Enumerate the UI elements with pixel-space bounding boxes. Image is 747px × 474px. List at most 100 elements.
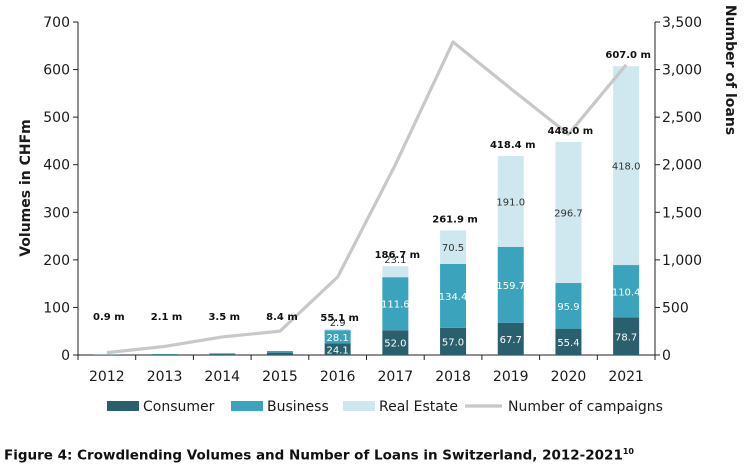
- bar-segment-consumer: [209, 354, 236, 355]
- legend-swatch: [107, 401, 139, 411]
- bar-segment-consumer: [497, 322, 524, 355]
- bar-segment-real-estate: [613, 66, 640, 266]
- bar-segment-consumer: [555, 328, 582, 355]
- bar-segment-real-estate: [324, 328, 351, 331]
- segment-value-label: 134.4: [439, 292, 468, 303]
- campaigns-line: [106, 40, 628, 355]
- legend-label: Number of campaigns: [508, 399, 663, 415]
- bar-segment-real-estate: [555, 141, 582, 284]
- bar-segment-consumer: [324, 343, 351, 355]
- legend-swatch: [343, 401, 375, 411]
- total-value-label: 448.0 m: [548, 126, 594, 137]
- segment-value-label: 70.5: [442, 243, 464, 254]
- total-value-label: 261.9 m: [432, 214, 478, 225]
- y-tick-label: 700: [43, 15, 70, 31]
- x-tick-label: 2018: [435, 369, 471, 385]
- y2-tick-label: 1,500: [662, 205, 702, 221]
- bar-segment-business: [324, 330, 351, 344]
- y2-tick-label: 3,000: [662, 63, 702, 79]
- segment-value-label: 78.7: [615, 332, 637, 343]
- total-value-label: 3.5 m: [208, 312, 240, 323]
- x-tick-label: 2021: [608, 369, 644, 385]
- x-tick-label: 2016: [320, 369, 356, 385]
- segment-value-label: 111.6: [381, 300, 410, 311]
- caption-footnote: 10: [622, 447, 634, 456]
- stacked-bars: [93, 66, 640, 355]
- bar-segment-business: [497, 246, 524, 323]
- segment-value-label: 110.4: [612, 287, 641, 298]
- bar-segment-business: [266, 351, 293, 353]
- segment-value-label: 418.0: [612, 162, 641, 173]
- bar-segment-real-estate: [382, 266, 409, 278]
- segment-value-label: 67.7: [500, 335, 522, 346]
- y2-tick-label: 0: [662, 348, 671, 364]
- y-tick-label: 600: [43, 63, 70, 79]
- total-value-label: 418.4 m: [490, 140, 536, 151]
- y-axis-title: Volumes in CHFm: [18, 119, 34, 257]
- y-tick-label: 0: [61, 348, 70, 364]
- total-labels: 0.9 m 2.1 m 3.5 m 8.4 m 55.1 m 186.7 m 261.9 m…: [93, 50, 651, 324]
- segment-value-label: 24.1: [327, 345, 349, 356]
- segment-value-label: 28.1: [327, 333, 349, 344]
- x-tick-label: 2017: [378, 369, 414, 385]
- y-tick-label: 100: [43, 300, 70, 316]
- x-tick-label: 2015: [262, 369, 298, 385]
- bar-segment-business: [555, 283, 582, 329]
- y2-axis-ticks: 0 500 1,000 1,500 2,000 2,500 3,000 3,500: [655, 15, 702, 364]
- bar-segment-consumer: [440, 327, 467, 355]
- x-tick-label: 2014: [204, 369, 240, 385]
- segment-value-label: 159.7: [496, 281, 525, 292]
- segment-value-label: 296.7: [554, 208, 583, 219]
- total-value-label: 55.1 m: [320, 313, 359, 324]
- bar-segment-business: [440, 263, 467, 328]
- y-axis-ticks: 0 100 200 300 400 500 600 700: [43, 15, 78, 364]
- segment-labels: 24.1 52.0 57.0 67.7 55.4 78.7 28.1 111.6 134.4 15…: [327, 162, 641, 357]
- x-tick-label: 2019: [493, 369, 529, 385]
- segment-value-label: 52.0: [384, 339, 406, 350]
- total-value-label: 0.9 m: [93, 312, 125, 323]
- y-tick-label: 500: [43, 110, 70, 126]
- x-tick-label: 2020: [551, 369, 587, 385]
- y2-tick-label: 3,500: [662, 15, 702, 31]
- caption-text: Figure 4: Crowdlending Volumes and Numbe…: [4, 447, 623, 464]
- total-value-label: 186.7 m: [375, 250, 421, 261]
- y2-tick-label: 1,000: [662, 253, 702, 269]
- bar-segment-consumer: [613, 317, 640, 355]
- total-value-label: 2.1 m: [151, 312, 183, 323]
- figure-caption: Figure 4: Crowdlending Volumes and Numbe…: [4, 447, 744, 464]
- legend-label: Business: [267, 399, 329, 415]
- plot-area: 0 100 200 300 400 500 600 700 0 500 1,000 1,500 2,0…: [43, 15, 702, 385]
- y-tick-label: 400: [43, 158, 70, 174]
- bar-segment-consumer: [151, 354, 178, 355]
- y2-axis-title: Number of loans: [722, 5, 738, 135]
- bar-segment-business: [382, 277, 409, 331]
- segment-value-label: 23.1: [384, 255, 406, 266]
- segment-value-label: 2.9: [330, 318, 346, 329]
- crowdlending-chart: 0 100 200 300 400 500 600 700 0 500 1,000 1,500 2,0…: [18, 5, 738, 415]
- total-value-label: 8.4 m: [266, 312, 298, 323]
- bar-segment-consumer: [382, 330, 409, 355]
- segment-value-label: 191.0: [496, 197, 525, 208]
- segment-value-label: 55.4: [557, 338, 579, 349]
- y2-tick-label: 2,000: [662, 158, 702, 174]
- total-value-label: 607.0 m: [605, 50, 651, 61]
- legend: Consumer Business Real Estate Number of cam…: [107, 399, 663, 415]
- bar-segment-business: [209, 353, 236, 355]
- campaigns-line-layer: [106, 40, 628, 355]
- segment-value-label: 57.0: [442, 337, 464, 348]
- legend-label: Real Estate: [379, 399, 458, 415]
- bar-segment-real-estate: [497, 155, 524, 247]
- x-axis-ticks: 2012 2013 2014 2015 2016 2017 2018 2019 2020 2021: [77, 355, 656, 385]
- legend-swatch: [231, 401, 263, 411]
- y-tick-label: 200: [43, 253, 70, 269]
- x-tick-label: 2013: [147, 369, 183, 385]
- bar-segment-business: [613, 265, 640, 318]
- y2-tick-label: 500: [662, 300, 689, 316]
- bar-segment-real-estate: [440, 230, 467, 264]
- segment-value-label: 95.9: [557, 302, 579, 313]
- bar-segment-consumer: [266, 352, 293, 355]
- y-tick-label: 300: [43, 205, 70, 221]
- x-tick-label: 2012: [89, 369, 125, 385]
- y2-tick-label: 2,500: [662, 110, 702, 126]
- legend-label: Consumer: [143, 399, 215, 415]
